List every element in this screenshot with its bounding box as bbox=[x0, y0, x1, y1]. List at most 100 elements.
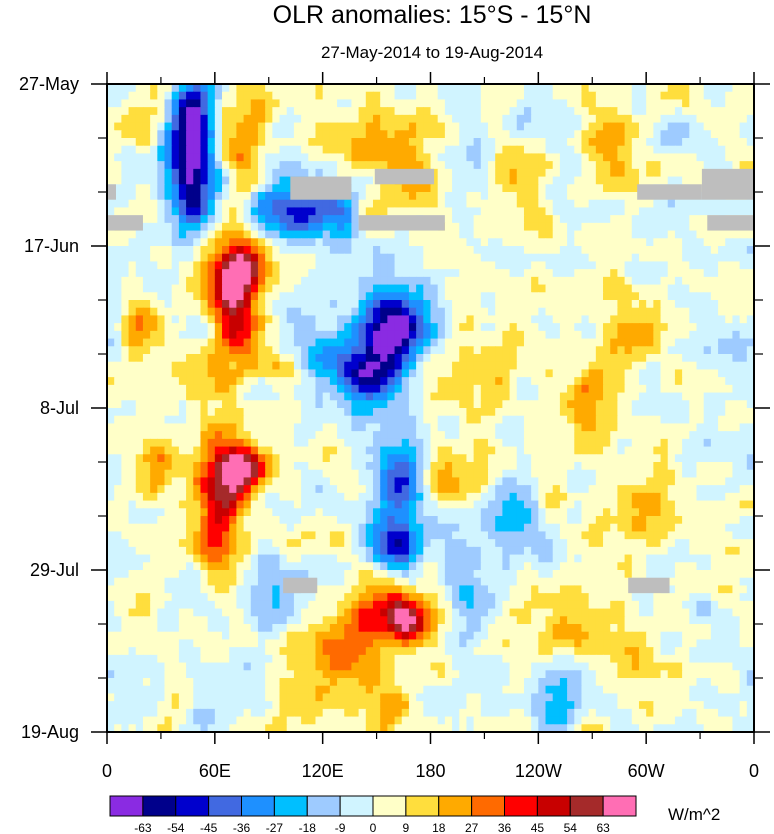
heatmap-cell bbox=[739, 361, 748, 371]
heatmap-cell bbox=[624, 315, 633, 324]
heatmap-cell bbox=[265, 253, 273, 263]
heatmap-cell bbox=[595, 114, 604, 124]
heatmap-cell bbox=[689, 230, 698, 239]
heatmap-cell bbox=[178, 492, 187, 502]
heatmap-cell bbox=[567, 492, 575, 502]
heatmap-cell bbox=[337, 284, 345, 293]
heatmap-cell bbox=[380, 485, 388, 494]
heatmap-cell bbox=[732, 161, 741, 170]
heatmap-cell bbox=[452, 469, 460, 479]
heatmap-cell bbox=[430, 454, 439, 463]
heatmap-cell bbox=[595, 446, 604, 455]
heatmap-cell bbox=[322, 354, 331, 363]
heatmap-cell bbox=[286, 369, 295, 378]
heatmap-cell bbox=[135, 346, 144, 355]
heatmap-cell bbox=[222, 107, 230, 116]
heatmap-cell bbox=[114, 130, 122, 139]
heatmap-cell bbox=[710, 253, 719, 263]
heatmap-cell bbox=[329, 145, 338, 155]
heatmap-cell bbox=[682, 138, 690, 147]
heatmap-cell bbox=[114, 276, 122, 286]
heatmap-cell bbox=[624, 107, 633, 116]
heatmap-cell bbox=[538, 261, 547, 270]
heatmap-cell bbox=[142, 346, 151, 355]
heatmap-cell bbox=[222, 469, 230, 479]
heatmap-cell bbox=[638, 384, 647, 394]
heatmap-cell bbox=[200, 176, 209, 185]
heatmap-cell bbox=[416, 269, 424, 278]
heatmap-cell bbox=[286, 500, 295, 509]
heatmap-cell bbox=[638, 392, 647, 401]
heatmap-cell bbox=[365, 454, 374, 463]
heatmap-cell bbox=[301, 91, 309, 101]
heatmap-cell bbox=[646, 369, 654, 378]
heatmap-cell bbox=[157, 438, 166, 448]
heatmap-cell bbox=[135, 354, 144, 363]
heatmap-cell bbox=[416, 454, 424, 463]
heatmap-cell bbox=[408, 431, 417, 440]
heatmap-cell bbox=[408, 192, 417, 201]
heatmap-cell bbox=[229, 431, 237, 440]
heatmap-cell bbox=[523, 431, 532, 440]
heatmap-cell bbox=[344, 454, 353, 463]
heatmap-cell bbox=[523, 446, 532, 455]
heatmap-cell bbox=[480, 215, 489, 224]
heatmap-cell bbox=[365, 477, 374, 486]
heatmap-cell bbox=[243, 300, 252, 309]
heatmap-cell bbox=[437, 431, 446, 440]
heatmap-cell bbox=[552, 361, 561, 371]
heatmap-cell bbox=[308, 330, 317, 340]
heatmap-cell bbox=[293, 114, 302, 124]
heatmap-cell bbox=[257, 384, 266, 394]
heatmap-cell bbox=[236, 338, 245, 347]
heatmap-cell bbox=[718, 238, 726, 247]
heatmap-cell bbox=[480, 361, 489, 371]
heatmap-cell bbox=[444, 107, 453, 116]
heatmap-cell bbox=[222, 500, 230, 509]
heatmap-cell bbox=[430, 462, 439, 471]
heatmap-cell bbox=[674, 215, 683, 224]
heatmap-cell bbox=[718, 330, 726, 340]
heatmap-cell bbox=[329, 207, 338, 216]
heatmap-cell bbox=[365, 330, 374, 340]
heatmap-cell bbox=[365, 400, 374, 409]
heatmap-cell bbox=[466, 377, 475, 386]
heatmap-cell bbox=[502, 462, 511, 471]
heatmap-cell bbox=[509, 269, 518, 278]
heatmap-cell bbox=[430, 408, 439, 417]
heatmap-cell bbox=[293, 377, 302, 386]
heatmap-cell bbox=[372, 261, 381, 270]
heatmap-cell bbox=[365, 246, 374, 255]
heatmap-cell bbox=[725, 361, 734, 371]
heatmap-cell bbox=[257, 261, 266, 270]
heatmap-cell bbox=[617, 400, 626, 409]
heatmap-cell bbox=[358, 462, 367, 471]
heatmap-cell bbox=[107, 253, 115, 263]
heatmap-cell bbox=[746, 246, 755, 255]
heatmap-cell bbox=[545, 215, 554, 224]
heatmap-cell bbox=[372, 238, 381, 247]
heatmap-cell bbox=[236, 145, 245, 155]
heatmap-cell bbox=[516, 361, 525, 371]
heatmap-cell bbox=[142, 307, 151, 317]
heatmap-cell bbox=[437, 369, 446, 378]
heatmap-cell bbox=[107, 315, 115, 324]
heatmap-cell bbox=[588, 354, 597, 363]
heatmap-cell bbox=[667, 400, 676, 409]
heatmap-cell bbox=[279, 253, 288, 263]
heatmap-cell bbox=[574, 130, 583, 139]
heatmap-cell bbox=[595, 138, 604, 147]
heatmap-cell bbox=[423, 161, 432, 170]
heatmap-cell bbox=[358, 431, 367, 440]
heatmap-cell bbox=[380, 107, 388, 116]
heatmap-cell bbox=[394, 338, 403, 347]
heatmap-cell bbox=[416, 415, 424, 425]
heatmap-cell bbox=[250, 238, 259, 247]
heatmap-cell bbox=[408, 300, 417, 309]
heatmap-cell bbox=[567, 114, 575, 124]
heatmap-cell bbox=[157, 315, 166, 324]
heatmap-cell bbox=[351, 300, 360, 309]
heatmap-cell bbox=[214, 508, 223, 517]
heatmap-cell bbox=[128, 415, 137, 425]
heatmap-cell bbox=[444, 423, 453, 432]
